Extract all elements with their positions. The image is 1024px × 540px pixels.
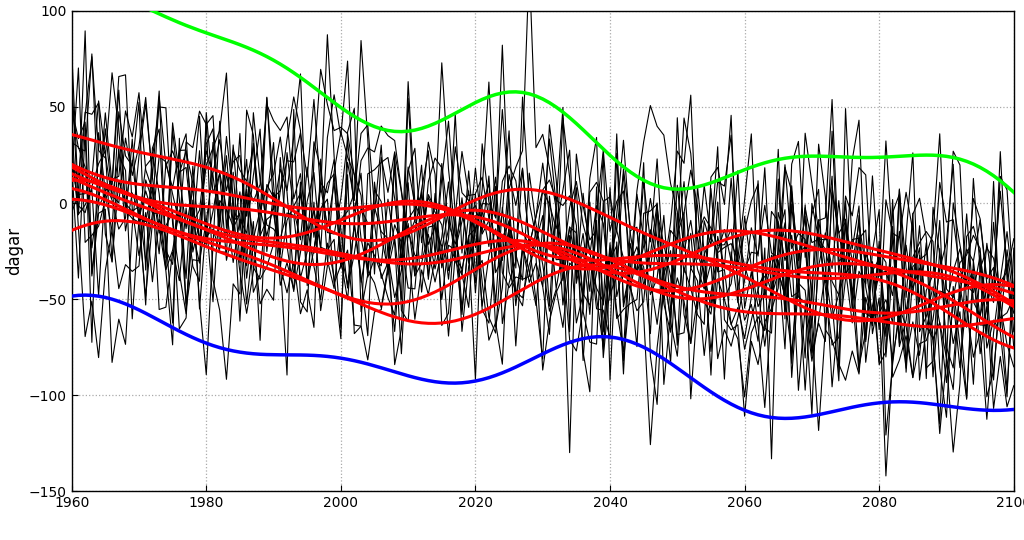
Y-axis label: dagar: dagar <box>5 227 24 275</box>
